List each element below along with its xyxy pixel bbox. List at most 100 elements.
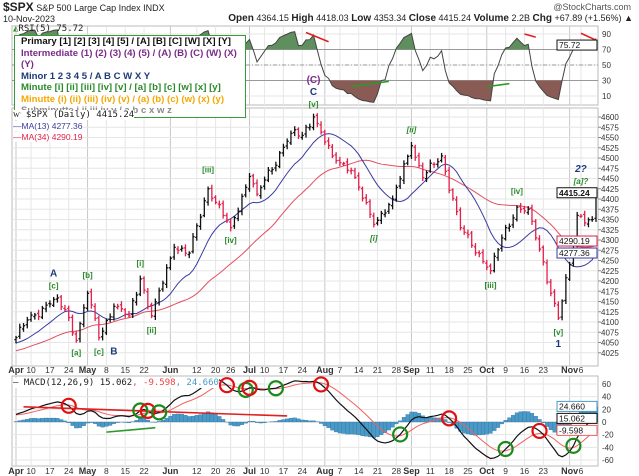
macd-x-tick: Jul	[243, 466, 256, 476]
wave-label: [v]	[553, 328, 563, 337]
rsi-axis-label: 10	[602, 92, 611, 101]
rsi-icon: ◭	[13, 24, 19, 34]
wave-label: [a]	[71, 349, 81, 358]
macd-axis-label: 20	[602, 405, 611, 414]
ohlc-bar	[157, 287, 161, 306]
ohlc-bar	[285, 138, 289, 150]
red-circle-marker	[441, 410, 458, 427]
macd-x-tick: 18	[444, 466, 454, 476]
ohlc-bar	[413, 144, 417, 161]
macd-hist-bar	[217, 416, 222, 423]
wave-label: [b]	[82, 271, 93, 280]
macd-hist-bar	[300, 419, 305, 423]
red-circle-marker	[531, 422, 548, 440]
price-x-tick: 22	[139, 365, 149, 375]
chg-value: +67.89 (+1.56%)	[554, 13, 622, 23]
green-circle-marker	[392, 426, 409, 443]
macd-x-tick: 21	[373, 466, 383, 476]
ohlc-bar	[500, 234, 504, 252]
ohlc-bar	[398, 175, 402, 189]
ohlc-bar	[183, 244, 188, 257]
price-x-tick: 15	[120, 365, 130, 375]
brand: @StockCharts.com	[553, 2, 631, 12]
macd-x-tick: 22	[139, 466, 149, 476]
ohlc-bar	[146, 288, 150, 310]
macd-hist-bar	[47, 417, 52, 423]
macd-hist-bar	[213, 414, 218, 423]
macd-hist-bar	[198, 414, 203, 423]
rsi-trend-line	[486, 82, 510, 88]
rsi-badge-box	[556, 39, 598, 51]
macd-axis-label: 0	[602, 418, 607, 427]
red-circle-marker	[218, 377, 236, 394]
macd-hist-bar	[288, 418, 293, 423]
macd-hist-bar	[202, 412, 207, 423]
wave-legend: Primary [1] [2] [3] [4] [5] / [A] [B] [C…	[14, 35, 246, 118]
ohlc-bar	[304, 124, 308, 138]
rsi-axis-label: 50	[602, 61, 611, 70]
ma34-label: MA(34) 4290.19	[21, 132, 83, 142]
ohlc-bar	[74, 330, 78, 343]
high-label: High	[291, 13, 314, 24]
rsi-overbought-fill	[16, 29, 596, 50]
macd-hist-bar	[522, 411, 527, 423]
macd-hist-bar	[29, 418, 34, 423]
price-x-tick: 7	[338, 365, 343, 375]
ma34-legend: —MA(34) 4290.19	[13, 132, 83, 142]
price-axis-label: 4475	[601, 164, 619, 173]
macd-x-tick: 7	[338, 466, 343, 476]
ohlc-bar	[52, 296, 56, 307]
macd-hist-bar	[17, 420, 22, 423]
ohlc-bar	[583, 210, 587, 227]
macd-x-tick: 20	[211, 466, 221, 476]
macd-hist-bar	[307, 420, 312, 423]
macd-hist-bar	[190, 415, 196, 423]
wave-label: [iii]	[485, 281, 497, 290]
macd-hist-bar	[104, 421, 109, 427]
macd-x-tick: Nov	[561, 466, 578, 476]
macd-hist-bar	[477, 421, 482, 436]
macd-hist-bar	[138, 417, 143, 423]
ohlc-bar	[85, 290, 90, 311]
macd-hist-bar	[239, 421, 245, 425]
ohlc-bar	[123, 308, 127, 318]
price-x-tick: 20	[211, 365, 221, 375]
macd-hist-bar	[96, 421, 101, 427]
rsi-badge: 75.72	[559, 40, 581, 50]
ohlc-bar	[451, 188, 455, 201]
ohlc-bar	[116, 303, 120, 310]
ma34-badge: 4290.19	[559, 236, 590, 246]
macd-hist-bar	[175, 413, 180, 423]
macd-hist-bar	[488, 421, 493, 434]
macd-hist-bar	[187, 416, 192, 423]
price-x-tick: 17	[45, 365, 55, 375]
macd-x-tick: 28	[392, 466, 402, 476]
macd-hist-bar	[341, 421, 346, 434]
green-circle-marker	[497, 440, 514, 458]
last-price-badge-box	[556, 187, 598, 199]
macd-hist-badge-box	[556, 400, 598, 412]
price-axis-label: 4525	[601, 144, 619, 153]
wave-label: 1	[556, 339, 562, 350]
price-axis-label: 4550	[601, 134, 619, 143]
macd-hist-bar	[285, 418, 290, 423]
price-axis-label: 4500	[601, 154, 619, 163]
macd-hist-bar	[243, 421, 248, 424]
ohlc-bar	[428, 159, 432, 173]
macd-axis-label: 60	[602, 380, 611, 389]
legend-intermediate: Intermediate (1) (2) (3) (4) (5) / (A) (…	[21, 47, 237, 71]
ohlc-bar	[496, 247, 500, 261]
macd-hist-bar	[447, 421, 452, 423]
ohlc-bar	[342, 161, 346, 166]
macd-hist-bar	[232, 421, 237, 427]
price-x-tick: Apr	[8, 365, 24, 375]
macd-hist-bar	[462, 421, 467, 434]
macd-hist-bar	[62, 420, 67, 423]
macd-x-tick: Jun	[162, 466, 178, 476]
macd-hist-bar	[236, 421, 241, 427]
macd-x-tick: 6	[579, 466, 584, 476]
macd-hist-bar	[183, 415, 188, 423]
price-x-tick: Sep	[403, 365, 420, 375]
